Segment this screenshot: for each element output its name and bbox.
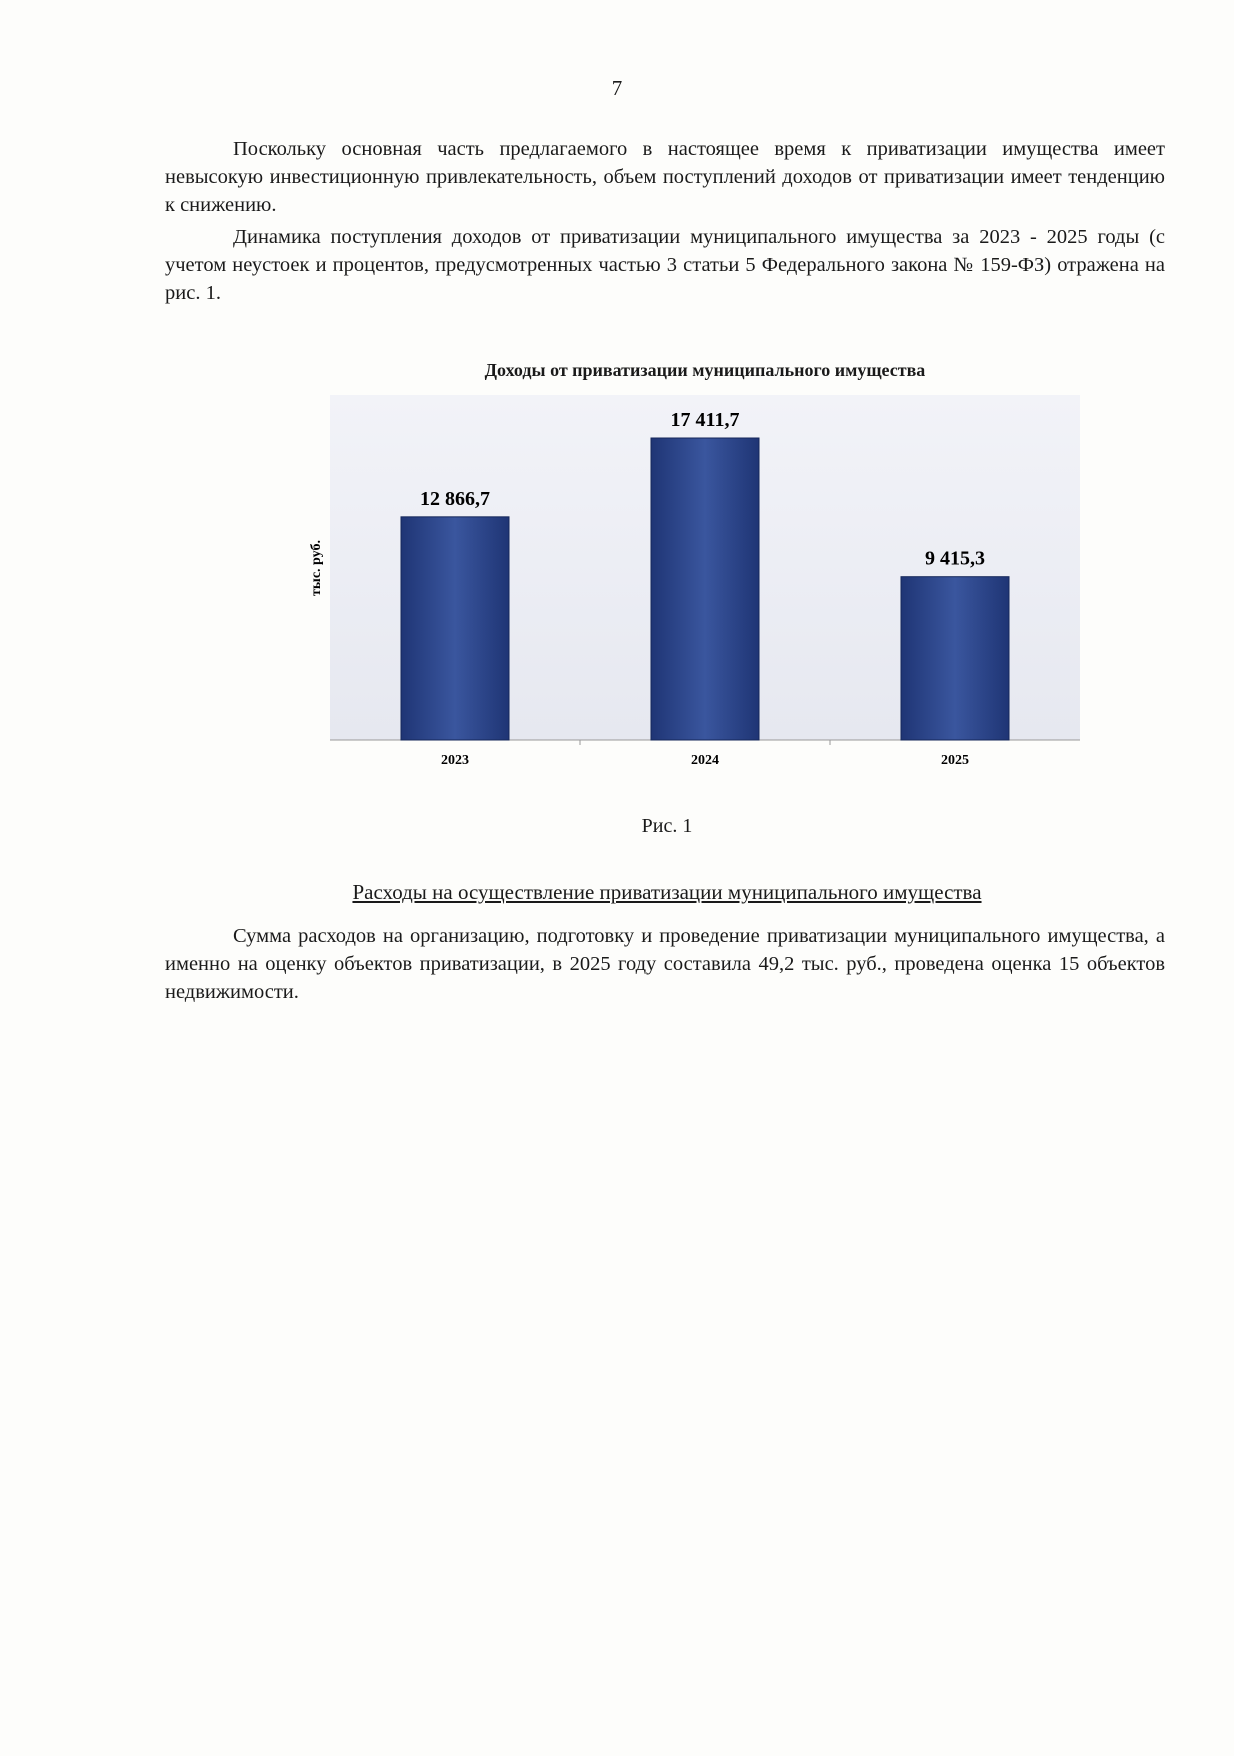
x-tick-label-2023: 2023: [441, 753, 469, 768]
y-axis-label: тыс. руб.: [309, 540, 324, 596]
section-paragraph: Сумма расходов на организацию, подготовк…: [165, 925, 1165, 1003]
paragraph-2: Динамика поступления доходов от приватиз…: [165, 226, 1165, 304]
x-tick-label-2024: 2024: [691, 753, 719, 768]
figure-caption: Рис. 1: [641, 815, 693, 837]
section-heading: Расходы на осуществление приватизации му…: [352, 880, 982, 904]
chart-title: Доходы от приватизации муниципального им…: [484, 360, 926, 380]
bar-2025: [900, 576, 1010, 741]
paragraph-1: Поскольку основная часть предлагаемого в…: [165, 138, 1165, 216]
data-label-2023: 12 866,7: [420, 488, 490, 510]
bar-2023: [400, 516, 510, 741]
page-number: 7: [611, 76, 623, 100]
bar-2024: [650, 437, 760, 741]
bar-chart: тыс. руб. 12 866,7 2023 17 411,7 2024 9 415,…: [309, 395, 1080, 768]
data-label-2024: 17 411,7: [671, 409, 740, 431]
x-tick-label-2025: 2025: [941, 753, 969, 768]
data-label-2025: 9 415,3: [925, 548, 985, 570]
